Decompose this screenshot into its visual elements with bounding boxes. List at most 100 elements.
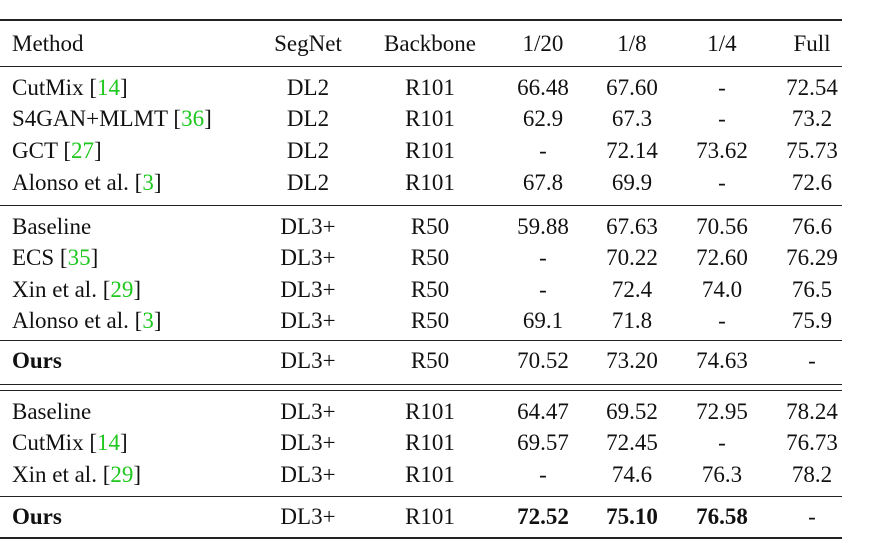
group-rule — [0, 496, 842, 497]
value-cell: 72.60 — [696, 245, 748, 270]
value-cell: 76.73 — [786, 430, 838, 455]
group-rule — [0, 340, 842, 341]
value-cell: 78.24 — [786, 399, 838, 424]
method-cell: CutMix [14] — [12, 428, 128, 458]
value-cell: DL3+ — [280, 348, 336, 373]
value-cell: 72.45 — [606, 430, 658, 455]
table-row: GCT [27] DL2 R101 - 72.14 73.62 75.73 — [0, 136, 869, 166]
table-row: Ours DL3+ R101 72.52 75.10 76.58 - — [0, 502, 869, 532]
value-cell: 70.22 — [606, 245, 658, 270]
value-cell: 75.9 — [791, 308, 833, 333]
header-rule — [0, 66, 842, 67]
method-text: ] — [119, 75, 128, 100]
value-cell: DL2 — [286, 75, 330, 100]
citation: 35 — [67, 245, 91, 270]
value-cell: 76.3 — [701, 462, 743, 487]
value-cell: - — [539, 245, 547, 270]
value-cell: - — [808, 348, 816, 373]
value-cell: 78.2 — [791, 462, 833, 487]
method-cell: GCT [27] — [12, 136, 102, 166]
method-text: CutMix [ — [12, 430, 97, 455]
value-cell: DL3+ — [280, 430, 336, 455]
method-text: ] — [133, 277, 142, 302]
citation: 36 — [181, 106, 205, 131]
method-text: Baseline — [12, 399, 92, 424]
header-cell: 1/20 — [522, 31, 564, 56]
value-cell: DL3+ — [280, 504, 336, 529]
value-cell: R101 — [405, 462, 455, 487]
value-cell: 76.6 — [791, 214, 833, 239]
value-cell: - — [539, 462, 547, 487]
table-row: Xin et al. [29] DL3+ R50 - 72.4 74.0 76.5 — [0, 275, 869, 305]
value-cell: 66.48 — [517, 75, 569, 100]
value-cell: DL3+ — [280, 245, 336, 270]
value-cell: 72.54 — [786, 75, 838, 100]
value-cell: 74.6 — [611, 462, 653, 487]
method-text: Baseline — [12, 214, 92, 239]
method-text: ] — [119, 430, 128, 455]
value-cell: 75.10 — [606, 504, 658, 529]
citation: 14 — [96, 430, 120, 455]
method-text: GCT [ — [12, 138, 71, 163]
method-cell: Xin et al. [29] — [12, 275, 141, 305]
table-row: CutMix [14] DL3+ R101 69.57 72.45 - 76.73 — [0, 428, 869, 458]
method-text: ] — [90, 245, 99, 270]
table-row: S4GAN+MLMT [36] DL2 R101 62.9 67.3 - 73.2 — [0, 104, 869, 134]
value-cell: 73.20 — [606, 348, 658, 373]
method-cell: Xin et al. [29] — [12, 460, 141, 490]
table-row: ECS [35] DL3+ R50 - 70.22 72.60 76.29 — [0, 243, 869, 273]
method-text: Xin et al. [ — [12, 462, 111, 487]
value-cell: 67.60 — [606, 75, 658, 100]
value-cell: DL2 — [286, 138, 330, 163]
citation: 3 — [142, 170, 154, 195]
group-rule — [0, 205, 842, 206]
method-cell: Alonso et al. [3] — [12, 168, 161, 198]
value-cell: R101 — [405, 399, 455, 424]
value-cell: DL3+ — [280, 462, 336, 487]
method-cell: Baseline — [12, 397, 91, 427]
value-cell: 73.2 — [791, 106, 833, 131]
value-cell: R50 — [410, 308, 450, 333]
double-rule — [0, 390, 842, 391]
method-cell: ECS [35] — [12, 243, 98, 273]
value-cell: - — [808, 504, 816, 529]
method-cell: Baseline — [12, 212, 91, 242]
method-cell: S4GAN+MLMT [36] — [12, 104, 212, 134]
method-text: S4GAN+MLMT [ — [12, 106, 182, 131]
value-cell: 69.52 — [606, 399, 658, 424]
value-cell: 71.8 — [611, 308, 653, 333]
method-text: Ours — [12, 504, 62, 529]
value-cell: 72.52 — [517, 504, 569, 529]
value-cell: DL3+ — [280, 308, 336, 333]
table-row: Xin et al. [29] DL3+ R101 - 74.6 76.3 78.2 — [0, 460, 869, 490]
double-rule — [0, 384, 842, 385]
value-cell: R101 — [405, 504, 455, 529]
method-cell: CutMix [14] — [12, 73, 128, 103]
method-text: ] — [204, 106, 212, 131]
value-cell: 69.57 — [517, 430, 569, 455]
header-row: Method SegNet Backbone 1/20 1/8 1/4 Full — [0, 29, 869, 59]
value-cell: DL3+ — [280, 399, 336, 424]
value-cell: 74.63 — [696, 348, 748, 373]
citation: 14 — [96, 75, 120, 100]
method-text: ] — [94, 138, 102, 163]
value-cell: 69.1 — [522, 308, 564, 333]
value-cell: - — [718, 308, 726, 333]
method-text: ] — [153, 308, 162, 333]
value-cell: - — [718, 106, 726, 131]
value-cell: 69.9 — [611, 170, 653, 195]
value-cell: 67.8 — [522, 170, 564, 195]
method-text: ] — [133, 462, 142, 487]
table-row: Baseline DL3+ R101 64.47 69.52 72.95 78.24 — [0, 397, 869, 427]
value-cell: - — [718, 170, 726, 195]
value-cell: DL2 — [286, 106, 330, 131]
value-cell: 72.14 — [606, 138, 658, 163]
method-text: Ours — [12, 348, 62, 373]
table-row: Ours DL3+ R50 70.52 73.20 74.63 - — [0, 346, 869, 376]
header-cell: 1/4 — [707, 31, 737, 56]
value-cell: R50 — [410, 214, 450, 239]
value-cell: DL2 — [286, 170, 330, 195]
value-cell: - — [718, 75, 726, 100]
value-cell: 72.4 — [611, 277, 653, 302]
